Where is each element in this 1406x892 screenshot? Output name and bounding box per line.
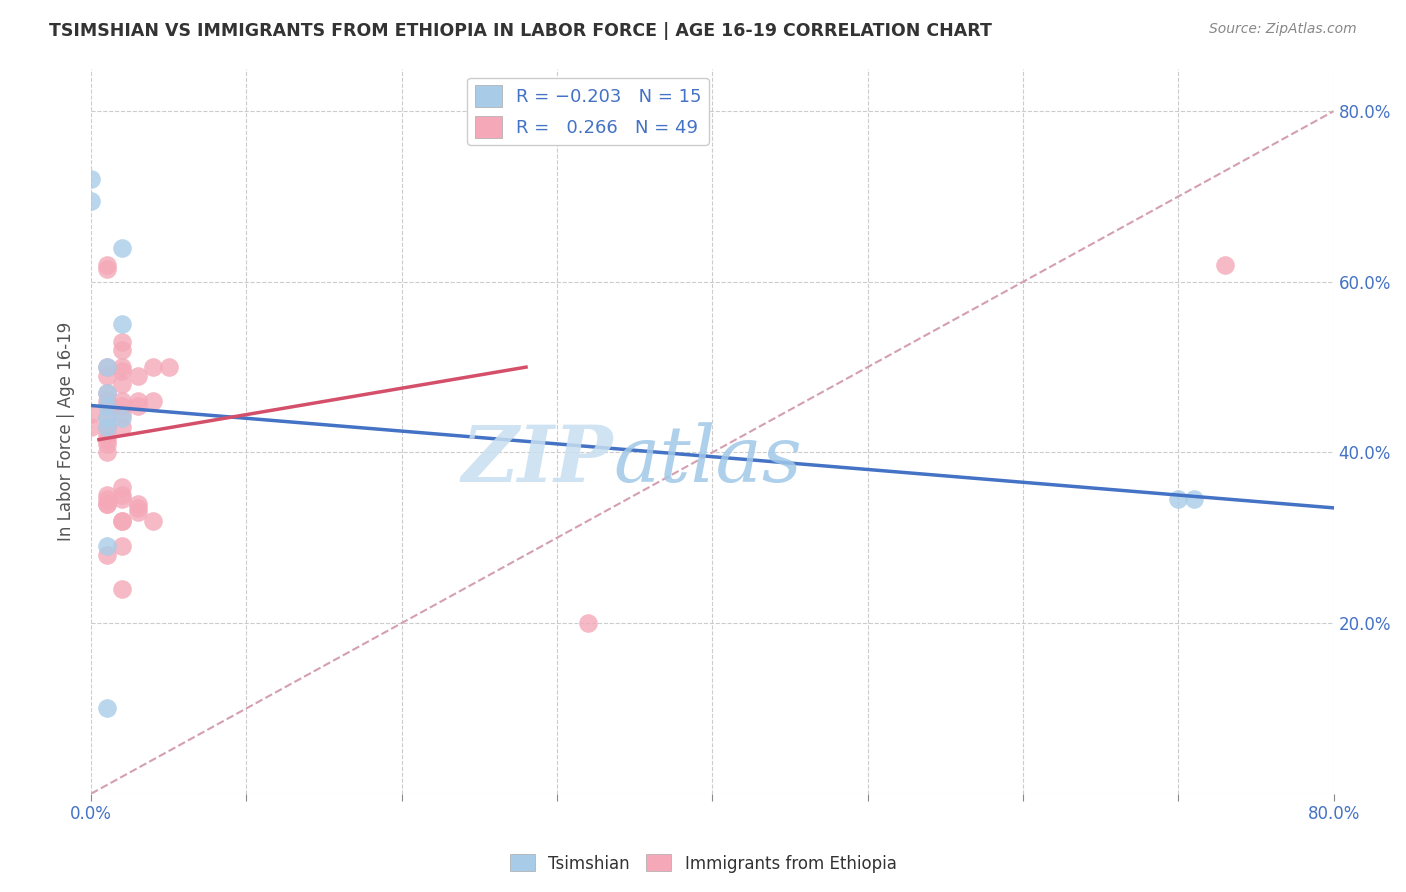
Point (96, 428, 118, 442)
Point (111, 514, 134, 528)
Point (96, 385, 118, 400)
Point (111, 399, 134, 413)
Point (142, 394, 165, 409)
Point (127, 399, 149, 413)
Point (96, 399, 118, 413)
Point (111, 318, 134, 332)
Point (96, 497, 118, 511)
Point (96, 262, 118, 277)
Point (80, 407, 103, 421)
Point (111, 479, 134, 493)
Point (96, 420, 118, 434)
Legend: Tsimshian, Immigrants from Ethiopia: Tsimshian, Immigrants from Ethiopia (503, 847, 903, 880)
Point (96, 701, 118, 715)
Point (157, 360, 180, 375)
Point (96, 445, 118, 459)
Point (96, 360, 118, 375)
Point (80, 420, 103, 434)
Point (80, 172, 103, 186)
Point (96, 497, 118, 511)
Point (111, 334, 134, 349)
Point (96, 411, 118, 425)
Point (111, 514, 134, 528)
Point (111, 241, 134, 255)
Point (142, 360, 165, 375)
Point (111, 394, 134, 409)
Text: atlas: atlas (613, 422, 801, 499)
Point (1182, 492, 1205, 507)
Point (96, 548, 118, 562)
Point (96, 420, 118, 434)
Point (1213, 258, 1236, 272)
Point (96, 492, 118, 507)
Text: ZIP: ZIP (461, 422, 613, 499)
Point (96, 411, 118, 425)
Point (127, 368, 149, 383)
Text: TSIMSHIAN VS IMMIGRANTS FROM ETHIOPIA IN LABOR FORCE | AGE 16-19 CORRELATION CHA: TSIMSHIAN VS IMMIGRANTS FROM ETHIOPIA IN… (49, 22, 993, 40)
Point (111, 582, 134, 596)
Point (576, 615, 599, 630)
Point (127, 505, 149, 519)
Point (96, 539, 118, 553)
Point (111, 407, 134, 421)
Point (96, 433, 118, 447)
Point (127, 500, 149, 515)
Point (111, 539, 134, 553)
Point (96, 394, 118, 409)
Text: Source: ZipAtlas.com: Source: ZipAtlas.com (1209, 22, 1357, 37)
Point (111, 420, 134, 434)
Point (142, 514, 165, 528)
Point (96, 399, 118, 413)
Point (127, 497, 149, 511)
Point (80, 194, 103, 208)
Legend: R = −0.203   N = 15, R =   0.266   N = 49: R = −0.203 N = 15, R = 0.266 N = 49 (467, 78, 709, 145)
Point (127, 394, 149, 409)
Point (111, 492, 134, 507)
Point (96, 437, 118, 451)
Point (111, 364, 134, 378)
Y-axis label: In Labor Force | Age 16-19: In Labor Force | Age 16-19 (58, 321, 75, 541)
Point (111, 411, 134, 425)
Point (111, 343, 134, 357)
Point (96, 360, 118, 375)
Point (1167, 492, 1189, 507)
Point (96, 488, 118, 502)
Point (111, 488, 134, 502)
Point (96, 385, 118, 400)
Point (111, 377, 134, 392)
Point (96, 368, 118, 383)
Point (111, 360, 134, 375)
Point (96, 258, 118, 272)
